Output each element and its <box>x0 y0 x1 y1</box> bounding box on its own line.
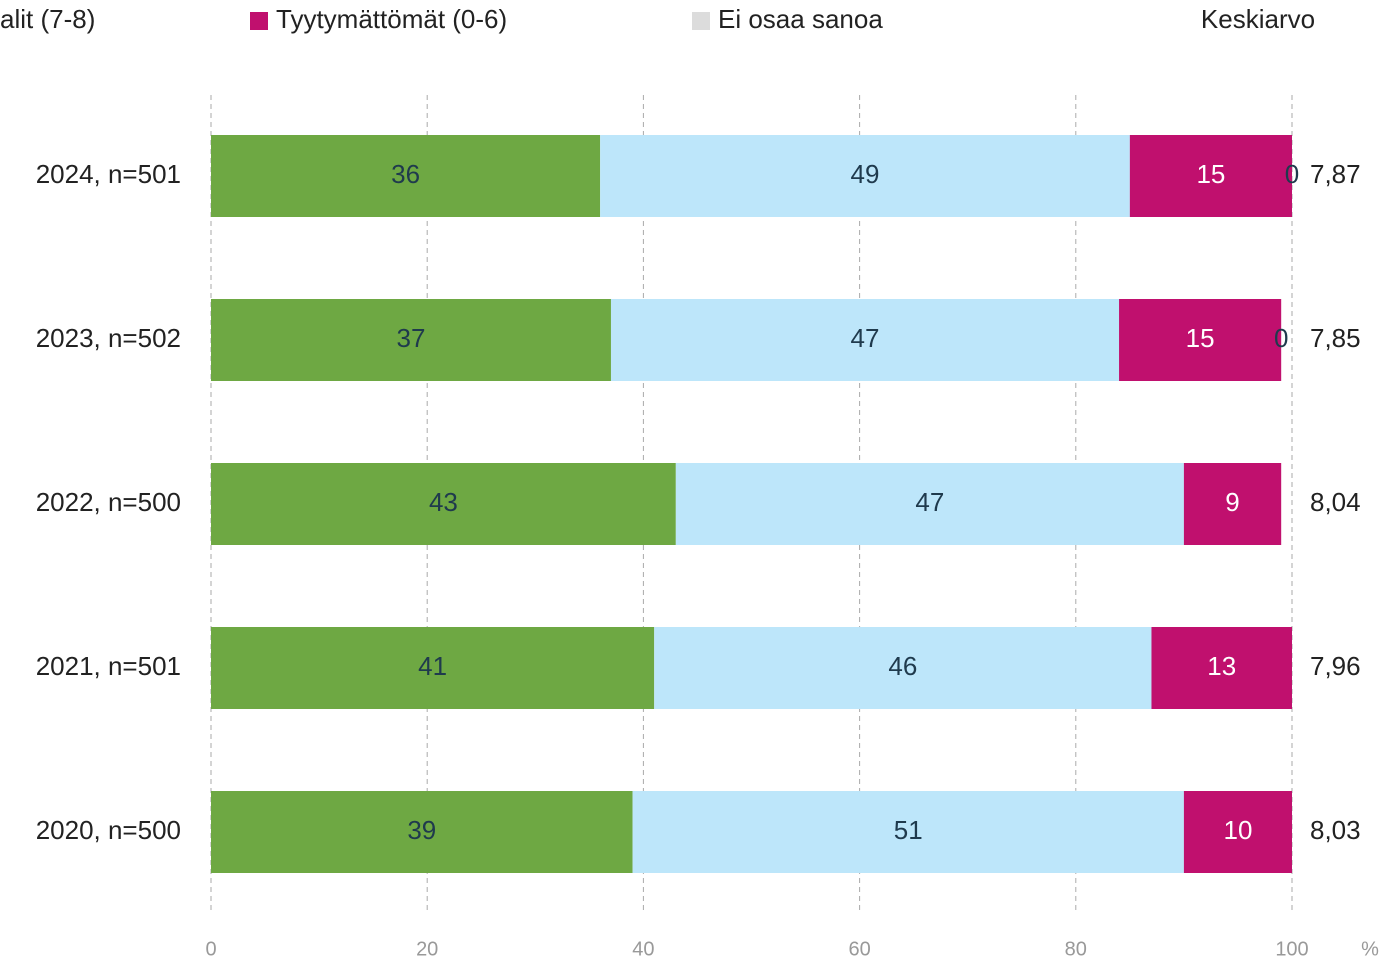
bar-segment <box>1129 135 1292 217</box>
data-label: 0 <box>1274 323 1288 353</box>
y-tick-label: 2021, n=501 <box>36 651 181 681</box>
data-label: 37 <box>397 323 426 353</box>
bar-segment <box>1119 299 1282 381</box>
x-tick-label: 20 <box>416 938 438 960</box>
mean-label: 7,87 <box>1310 159 1361 189</box>
legend-swatch <box>250 12 268 30</box>
data-label: 15 <box>1186 323 1215 353</box>
bar-segment <box>654 627 1152 709</box>
data-label: 9 <box>1225 487 1239 517</box>
x-tick-label: 60 <box>848 938 870 960</box>
y-tick-label: 2023, n=502 <box>36 323 181 353</box>
legend-label: Tyytymättömät (0-6) <box>276 4 507 34</box>
data-label: 43 <box>429 487 458 517</box>
data-label: 36 <box>391 159 420 189</box>
mean-label: 7,85 <box>1310 323 1361 353</box>
data-label: 39 <box>407 815 436 845</box>
legend-label: Ei osaa sanoa <box>718 4 883 34</box>
bar-segment <box>600 135 1130 217</box>
mean-header: Keskiarvo <box>1201 4 1315 34</box>
x-axis-label: % <box>1361 938 1379 960</box>
x-tick-label: 0 <box>205 938 216 960</box>
x-tick-label: 80 <box>1065 938 1087 960</box>
data-label: 49 <box>851 159 880 189</box>
data-label: 47 <box>915 487 944 517</box>
y-tick-label: 2022, n=500 <box>36 487 181 517</box>
y-tick-label: 2024, n=501 <box>36 159 181 189</box>
data-label: 0 <box>1285 159 1299 189</box>
mean-label: 8,04 <box>1310 487 1361 517</box>
mean-label: 7,96 <box>1310 651 1361 681</box>
bar-segment <box>211 463 676 545</box>
data-label: 51 <box>894 815 923 845</box>
data-label: 46 <box>888 651 917 681</box>
y-tick-label: 2020, n=500 <box>36 815 181 845</box>
bar-segment <box>1183 463 1282 545</box>
bar-segment <box>211 299 611 381</box>
bar-segment <box>211 627 655 709</box>
bar-segment <box>632 791 1184 873</box>
legend-label: alit (7-8) <box>0 4 95 34</box>
bar-segment <box>675 463 1184 545</box>
x-tick-label: 100 <box>1275 938 1308 960</box>
bar-segment <box>1151 627 1292 709</box>
bar-segment <box>610 299 1120 381</box>
legend-swatch <box>692 12 710 30</box>
bar-segment <box>211 135 601 217</box>
data-label: 41 <box>418 651 447 681</box>
bar-segment <box>211 791 633 873</box>
data-label: 13 <box>1207 651 1236 681</box>
data-label: 47 <box>851 323 880 353</box>
x-tick-label: 40 <box>632 938 654 960</box>
bar-segment <box>1183 791 1292 873</box>
data-label: 15 <box>1196 159 1225 189</box>
data-label: 10 <box>1223 815 1252 845</box>
mean-label: 8,03 <box>1310 815 1361 845</box>
